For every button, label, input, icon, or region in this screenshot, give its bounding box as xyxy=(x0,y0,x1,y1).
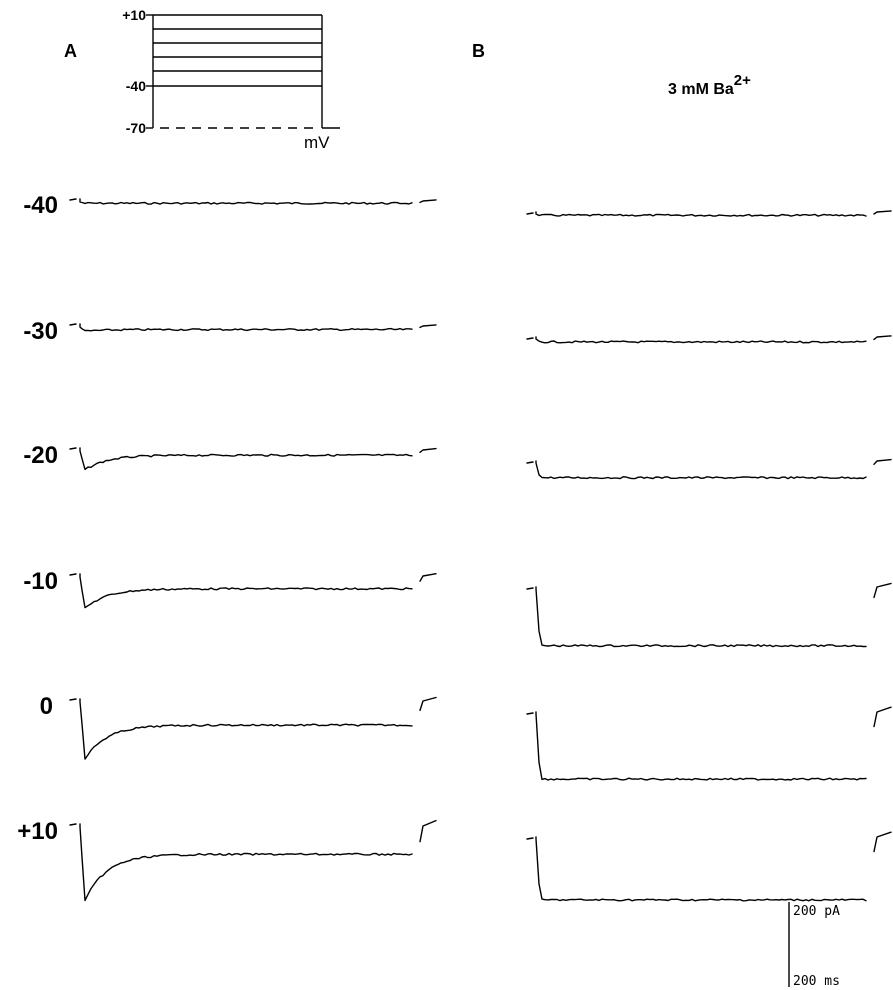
protocol-label-top: +10 xyxy=(122,7,146,23)
traces-panel-b xyxy=(526,210,892,902)
tail-trace-a xyxy=(419,696,437,712)
current-trace-a xyxy=(69,323,413,332)
tail-trace-b xyxy=(873,210,892,215)
current-trace-a xyxy=(69,823,413,902)
row-label: -10 xyxy=(23,568,58,595)
tail-trace-a xyxy=(419,573,437,582)
panel-b-label: B xyxy=(472,41,485,61)
row-label: +10 xyxy=(17,818,58,845)
current-trace-b xyxy=(526,211,867,217)
tail-trace-b xyxy=(873,831,892,853)
current-trace-b xyxy=(526,836,867,902)
current-trace-a xyxy=(69,573,413,609)
current-trace-a xyxy=(69,198,413,205)
current-trace-b xyxy=(526,336,867,344)
current-trace-a xyxy=(69,447,413,471)
scale-bar-current-label: 200 pA xyxy=(793,904,840,919)
row-label: -20 xyxy=(23,442,58,469)
condition-label-b: 3 mM Ba2+ xyxy=(668,72,751,98)
scale-bar-time-label: 200 ms xyxy=(793,974,840,989)
protocol-label-mid: -40 xyxy=(126,78,146,94)
current-trace-b xyxy=(526,711,867,781)
condition-text: 3 mM Ba xyxy=(668,81,734,98)
voltage-protocol: +10 -40 -70 mV xyxy=(122,7,340,152)
tail-trace-a xyxy=(419,819,437,843)
current-trace-a xyxy=(69,698,413,760)
current-trace-b xyxy=(526,586,867,648)
condition-superscript: 2+ xyxy=(734,72,751,89)
protocol-step-lines xyxy=(146,14,340,129)
row-labels: -40 -30 -20 -10 0 +10 xyxy=(17,192,58,845)
scale-bar: 200 pA 200 ms xyxy=(788,902,840,989)
row-label: -30 xyxy=(23,318,58,345)
current-trace-b xyxy=(526,460,867,480)
row-label: -40 xyxy=(23,192,58,219)
traces-panel-a xyxy=(69,198,437,902)
tail-trace-a xyxy=(419,447,437,453)
tail-trace-b xyxy=(873,335,892,341)
tail-trace-b xyxy=(873,582,892,599)
tail-trace-a xyxy=(419,199,437,204)
row-label: 0 xyxy=(40,693,53,720)
tail-trace-b xyxy=(873,706,892,728)
tail-trace-a xyxy=(419,324,437,329)
panel-a-label: A xyxy=(64,41,77,61)
tail-trace-b xyxy=(873,458,892,465)
protocol-label-holding: -70 xyxy=(126,120,146,136)
protocol-units-label: mV xyxy=(304,133,330,152)
